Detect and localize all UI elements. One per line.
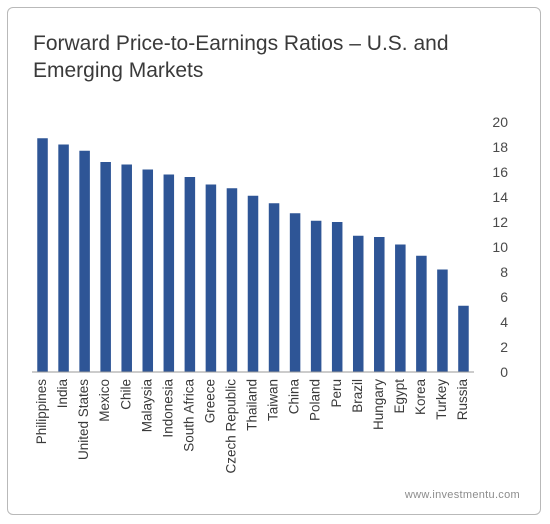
bar-poland — [310, 220, 322, 372]
bar-russia — [458, 305, 469, 372]
y-tick-label: 20 — [492, 114, 508, 130]
x-tick-label: Hungary — [371, 379, 386, 430]
bar-brazil — [352, 235, 364, 372]
y-tick-label: 16 — [492, 164, 508, 180]
bar-indonesia — [163, 174, 175, 372]
bar-chile — [121, 164, 132, 372]
bar-egypt — [395, 244, 406, 372]
x-tick-label: Thailand — [245, 379, 260, 431]
x-tick-label: Malaysia — [139, 379, 154, 433]
y-tick-label: 12 — [492, 214, 508, 230]
x-axis: Philippines India United States Mexico Chile… — [32, 371, 474, 474]
x-tick-label: Mexico — [97, 379, 112, 422]
bars-group — [37, 138, 469, 372]
x-tick-label: Taiwan — [266, 379, 281, 421]
y-tick-label: 14 — [492, 189, 508, 205]
x-tick-label: Peru — [329, 379, 344, 408]
x-tick-label: Chile — [118, 379, 133, 410]
chart-title: Forward Price-to-Earnings Ratios – U.S. … — [33, 32, 449, 82]
y-tick-label: 2 — [500, 339, 508, 355]
x-tick-label: Indonesia — [160, 379, 175, 438]
x-tick-label: Philippines — [34, 379, 49, 445]
bar-greece — [205, 184, 217, 372]
x-tick-label: Greece — [202, 379, 217, 423]
bar-taiwan — [268, 203, 280, 372]
bar-united-states — [79, 150, 90, 372]
bar-south-africa — [184, 177, 196, 372]
y-tick-label: 6 — [500, 289, 508, 305]
y-tick-label: 8 — [500, 264, 508, 280]
x-tick-label: India — [55, 379, 70, 409]
x-tick-label: Turkey — [434, 379, 449, 420]
bar-china — [289, 213, 301, 372]
x-tick-label: United States — [76, 379, 91, 460]
bar-turkey — [437, 269, 448, 372]
y-tick-label: 10 — [492, 239, 508, 255]
bar-mexico — [100, 162, 111, 372]
y-axis: 0 2 4 6 8 10 12 14 16 18 20 — [492, 114, 508, 380]
x-tick-label: Russia — [455, 379, 470, 421]
y-tick-label: 0 — [500, 364, 508, 380]
bar-philippines — [37, 138, 48, 372]
x-tick-label: Czech Republic — [224, 379, 239, 474]
bar-malaysia — [142, 169, 154, 372]
bar-czech-republic — [226, 188, 238, 372]
bar-india — [58, 144, 69, 372]
y-tick-label: 18 — [492, 139, 508, 155]
x-tick-label: Korea — [413, 379, 428, 416]
x-tick-label: Poland — [308, 379, 323, 421]
bar-hungary — [374, 237, 385, 372]
x-tick-label: South Africa — [181, 379, 196, 452]
x-tick-label: China — [287, 379, 302, 415]
x-tick-label: Brazil — [350, 379, 365, 413]
y-tick-label: 4 — [500, 314, 508, 330]
bar-peru — [331, 222, 343, 372]
bar-korea — [416, 255, 427, 372]
source-credit: www.investmentu.com — [404, 489, 520, 501]
bar-thailand — [247, 195, 259, 372]
x-tick-label: Egypt — [392, 379, 407, 414]
